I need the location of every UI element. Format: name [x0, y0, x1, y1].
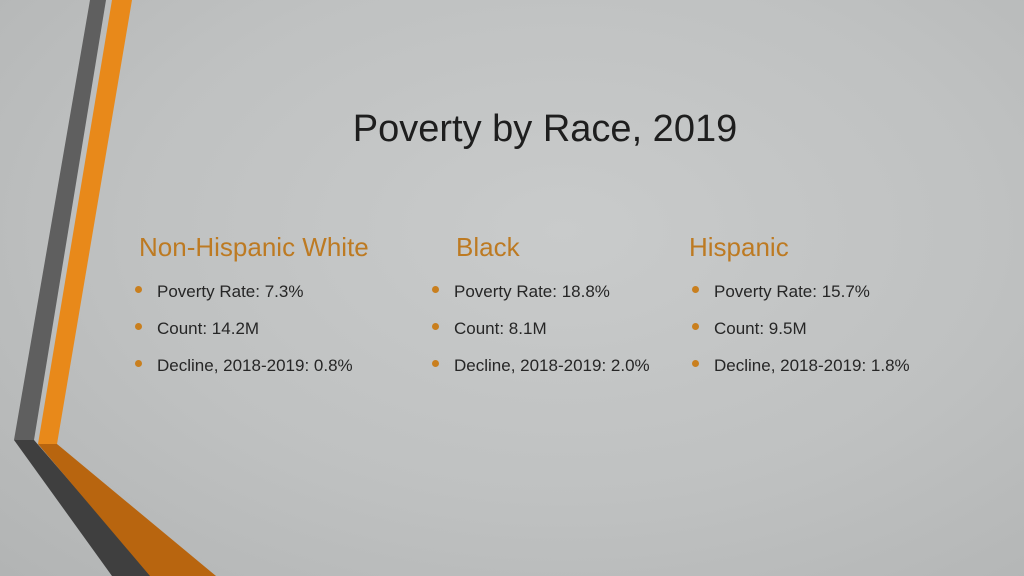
bullet-text: Count: 8.1M: [454, 319, 547, 338]
bullet-text: Count: 14.2M: [157, 319, 260, 338]
bullet-dot-icon: [432, 286, 439, 293]
bullet-dot-icon: [135, 323, 142, 330]
orange-lower-band: [38, 444, 216, 576]
bullet-dot-icon: [692, 323, 699, 330]
column-heading: Non-Hispanic White: [139, 232, 369, 262]
bullet-item: Poverty Rate: 18.8%: [432, 281, 650, 318]
bullet-dot-icon: [692, 286, 699, 293]
bullet-item: Poverty Rate: 15.7%: [692, 281, 910, 318]
bullet-item: Decline, 2018-2019: 1.8%: [692, 355, 910, 392]
bullet-text: Decline, 2018-2019: 0.8%: [157, 356, 353, 375]
bullet-text: Decline, 2018-2019: 2.0%: [454, 356, 650, 375]
bullet-dot-icon: [432, 360, 439, 367]
orange-stripe: [38, 0, 132, 444]
bullet-text: Count: 9.5M: [714, 319, 807, 338]
bullet-item: Poverty Rate: 7.3%: [135, 281, 369, 318]
bullet-dot-icon: [135, 360, 142, 367]
bullet-text: Poverty Rate: 18.8%: [454, 282, 610, 301]
bullet-text: Poverty Rate: 7.3%: [157, 282, 304, 301]
bullet-item: Decline, 2018-2019: 0.8%: [135, 355, 369, 392]
column-heading: Hispanic: [689, 232, 789, 262]
bullet-text: Decline, 2018-2019: 1.8%: [714, 356, 910, 375]
gray-stripe: [14, 0, 106, 440]
gray-lower-band: [14, 440, 152, 576]
bullet-item: Decline, 2018-2019: 2.0%: [432, 355, 650, 392]
bullet-dot-icon: [692, 360, 699, 367]
bullet-text: Poverty Rate: 15.7%: [714, 282, 870, 301]
bullet-list: Poverty Rate: 18.8% Count: 8.1M Decline,…: [432, 281, 650, 392]
slide-title: Poverty by Race, 2019: [352, 108, 738, 150]
bullet-list: Poverty Rate: 15.7% Count: 9.5M Decline,…: [692, 281, 910, 392]
bullet-dot-icon: [135, 286, 142, 293]
bullet-item: Count: 8.1M: [432, 318, 650, 355]
column-heading: Black: [456, 232, 520, 262]
bullet-item: Count: 14.2M: [135, 318, 369, 355]
bullet-item: Count: 9.5M: [692, 318, 910, 355]
column-non-hispanic-white: Non-Hispanic White Poverty Rate: 7.3% Co…: [135, 232, 369, 392]
bullet-list: Poverty Rate: 7.3% Count: 14.2M Decline,…: [135, 281, 369, 392]
column-black: Black Poverty Rate: 18.8% Count: 8.1M De…: [432, 232, 650, 392]
bullet-dot-icon: [432, 323, 439, 330]
column-hispanic: Hispanic Poverty Rate: 15.7% Count: 9.5M…: [689, 232, 910, 392]
